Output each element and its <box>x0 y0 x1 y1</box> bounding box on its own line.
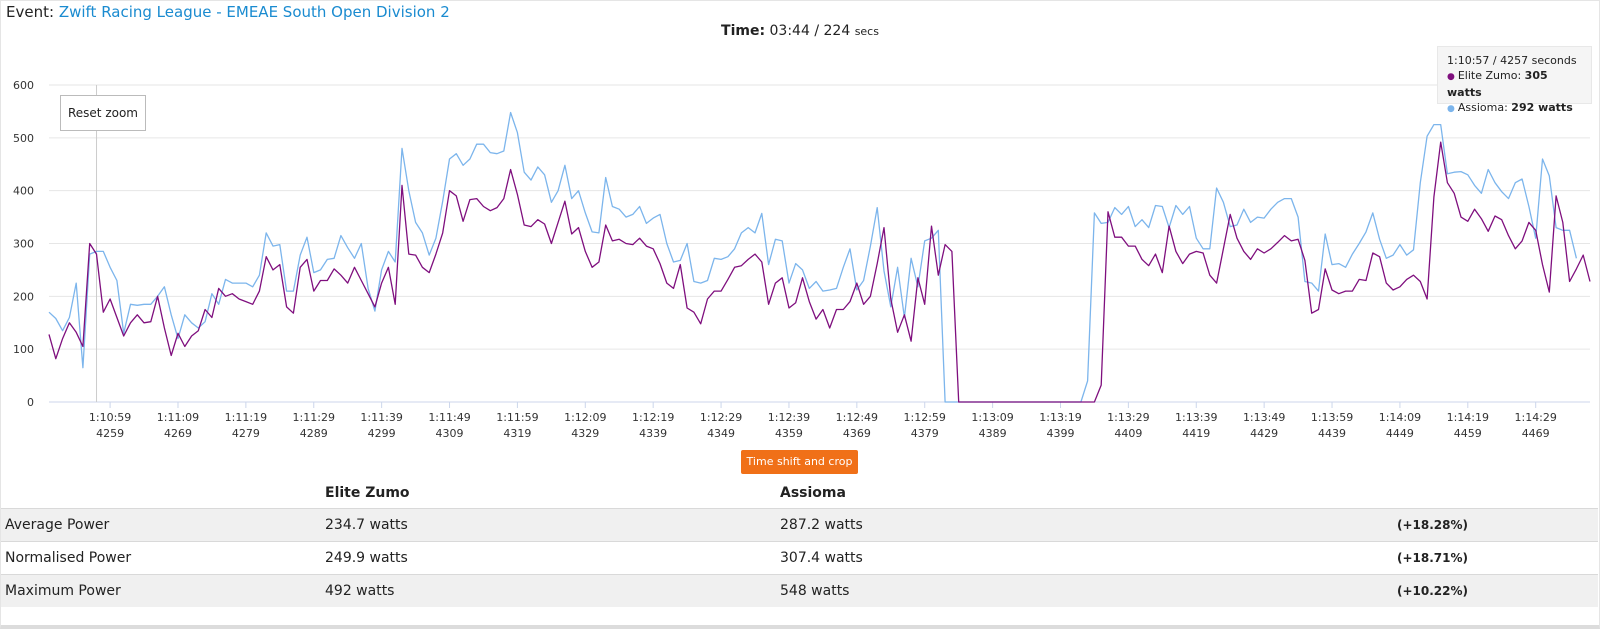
x-tick-seconds-label: 4419 <box>1182 427 1210 440</box>
y-tick-label: 0 <box>27 396 34 409</box>
y-tick-label: 300 <box>13 238 34 251</box>
x-tick-time-label: 1:13:29 <box>1107 411 1149 424</box>
stat-label: Normalised Power <box>0 541 320 575</box>
y-tick-label: 500 <box>13 132 34 145</box>
tooltip-assioma-name: Assioma: <box>1457 101 1508 114</box>
stats-header-zumo: Elite Zumo <box>325 485 410 501</box>
x-tick-time-label: 1:12:09 <box>564 411 606 424</box>
x-tick-seconds-label: 4379 <box>911 427 939 440</box>
x-tick-time-label: 1:14:29 <box>1514 411 1556 424</box>
x-tick-seconds-label: 4319 <box>503 427 531 440</box>
x-tick-time-label: 1:12:19 <box>632 411 674 424</box>
x-tick-seconds-label: 4359 <box>775 427 803 440</box>
stats-header-empty <box>0 478 320 509</box>
x-tick-time-label: 1:13:19 <box>1039 411 1081 424</box>
assioma-legend-dot-icon: ● <box>1447 104 1455 114</box>
time-unit: secs <box>854 25 879 38</box>
stat-label: Average Power <box>0 508 320 542</box>
series-line-elite-zumo <box>48 141 1591 403</box>
x-tick-seconds-label: 4269 <box>164 427 192 440</box>
x-tick-seconds-label: 4349 <box>707 427 735 440</box>
reset-zoom-button[interactable]: Reset zoom <box>60 95 146 131</box>
x-tick-seconds-label: 4329 <box>571 427 599 440</box>
stat-assioma-value: 287.2 watts <box>775 508 1225 542</box>
x-tick-seconds-label: 4409 <box>1114 427 1142 440</box>
stat-zumo-value: 234.7 watts <box>320 508 775 542</box>
x-tick-time-label: 1:12:59 <box>904 411 946 424</box>
stat-assioma-value: 548 watts <box>775 574 1225 607</box>
power-stats-table: Elite Zumo Assioma Average Power 234.7 w… <box>0 478 1598 607</box>
tooltip-separator: / <box>1492 54 1497 67</box>
table-row: Maximum Power 492 watts 548 watts (+10.2… <box>0 574 1598 607</box>
tooltip-assioma-value: 292 watts <box>1511 101 1573 114</box>
x-tick-seconds-label: 4369 <box>843 427 871 440</box>
x-tick-seconds-label: 4429 <box>1250 427 1278 440</box>
stat-zumo-value: 249.9 watts <box>320 541 775 575</box>
stat-assioma-value: 307.4 watts <box>775 541 1225 575</box>
time-label: Time: <box>721 23 766 39</box>
x-tick-time-label: 1:11:09 <box>157 411 199 424</box>
x-tick-time-label: 1:12:39 <box>768 411 810 424</box>
x-tick-seconds-label: 4289 <box>300 427 328 440</box>
x-tick-time-label: 1:12:49 <box>836 411 878 424</box>
time-clock: 03:44 <box>769 23 810 39</box>
x-tick-time-label: 1:12:29 <box>700 411 742 424</box>
time-display: Time: 03:44 / 224 secs <box>0 23 1600 39</box>
y-tick-label: 100 <box>13 343 34 356</box>
x-tick-time-label: 1:11:59 <box>496 411 538 424</box>
x-tick-seconds-label: 4399 <box>1046 427 1074 440</box>
x-tick-time-label: 1:13:49 <box>1243 411 1285 424</box>
event-name-link[interactable]: Zwift Racing League - EMEAE South Open D… <box>58 3 450 21</box>
x-tick-time-label: 1:11:19 <box>225 411 267 424</box>
stats-header-row: Elite Zumo Assioma <box>0 478 1598 509</box>
stat-zumo-value: 492 watts <box>320 574 775 607</box>
x-tick-seconds-label: 4309 <box>436 427 464 440</box>
x-tick-seconds-label: 4299 <box>368 427 396 440</box>
tooltip-row-zumo: ● Elite Zumo: 305 watts <box>1447 68 1583 100</box>
x-tick-time-label: 1:11:39 <box>360 411 402 424</box>
x-tick-time-label: 1:10:59 <box>89 411 131 424</box>
x-tick-seconds-label: 4449 <box>1386 427 1414 440</box>
x-tick-time-label: 1:14:09 <box>1379 411 1421 424</box>
tooltip-zumo-name: Elite Zumo: <box>1457 69 1522 82</box>
y-tick-label: 400 <box>13 185 34 198</box>
x-tick-seconds-label: 4469 <box>1522 427 1550 440</box>
x-tick-seconds-label: 4459 <box>1454 427 1482 440</box>
x-tick-seconds-label: 4279 <box>232 427 260 440</box>
x-tick-time-label: 1:14:19 <box>1447 411 1489 424</box>
x-tick-seconds-label: 4339 <box>639 427 667 440</box>
x-tick-seconds-label: 4389 <box>979 427 1007 440</box>
event-prefix: Event: <box>6 3 55 21</box>
stat-delta: (+10.22%) <box>1225 574 1598 607</box>
tooltip-row-assioma: ● Assioma: 292 watts <box>1447 100 1583 117</box>
tooltip-seconds: 4257 seconds <box>1500 54 1577 67</box>
stat-delta: (+18.71%) <box>1225 541 1598 575</box>
time-separator: / <box>814 23 820 39</box>
x-tick-seconds-label: 4259 <box>96 427 124 440</box>
x-tick-time-label: 1:11:29 <box>293 411 335 424</box>
tooltip-zumo-value: 305 watts <box>1447 69 1548 99</box>
stat-delta: (+18.28%) <box>1225 508 1598 542</box>
table-row: Normalised Power 249.9 watts 307.4 watts… <box>0 541 1598 575</box>
x-tick-time-label: 1:13:39 <box>1175 411 1217 424</box>
time-shift-crop-button[interactable]: Time shift and crop <box>741 450 858 474</box>
x-tick-time-label: 1:13:09 <box>971 411 1013 424</box>
x-tick-time-label: 1:11:49 <box>428 411 470 424</box>
x-tick-time-label: 1:13:59 <box>1311 411 1353 424</box>
y-tick-label: 600 <box>13 79 34 92</box>
zumo-legend-dot-icon: ● <box>1447 72 1455 82</box>
tooltip-header: 1:10:57 / 4257 seconds <box>1447 53 1583 68</box>
event-header: Event: Zwift Racing League - EMEAE South… <box>6 3 450 21</box>
stats-header-delta <box>1225 478 1598 509</box>
stats-header-assioma: Assioma <box>780 485 846 501</box>
table-row: Average Power 234.7 watts 287.2 watts (+… <box>0 508 1598 542</box>
chart-tooltip: 1:10:57 / 4257 seconds ● Elite Zumo: 305 … <box>1437 46 1592 114</box>
series-line-assioma <box>48 111 1578 403</box>
stat-label: Maximum Power <box>0 574 320 607</box>
time-seconds: 224 <box>823 23 851 39</box>
x-tick-seconds-label: 4439 <box>1318 427 1346 440</box>
power-chart[interactable]: 0 100 200 300 400 500 600 1:10:59 4259 1:11:09 426… <box>0 0 1600 450</box>
y-tick-label: 200 <box>13 290 34 303</box>
tooltip-time: 1:10:57 <box>1447 54 1490 67</box>
